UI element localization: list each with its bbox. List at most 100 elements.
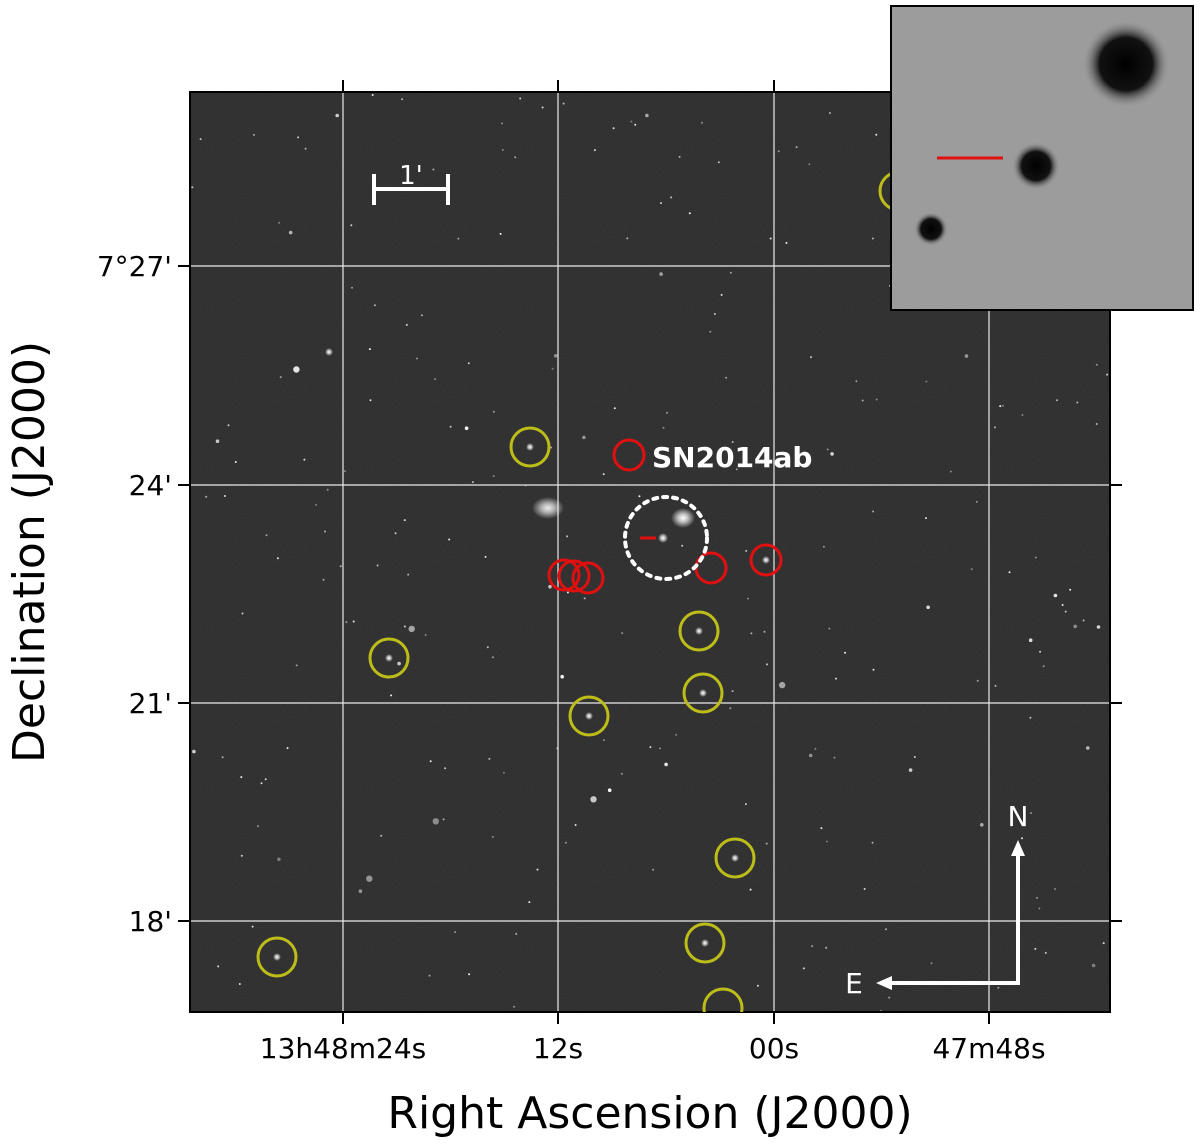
field-star	[820, 827, 823, 830]
field-star	[514, 156, 517, 159]
field-star	[191, 186, 194, 189]
field-star	[562, 102, 565, 105]
field-star	[913, 756, 916, 758]
field-star	[297, 136, 300, 139]
field-star	[745, 549, 748, 552]
yellow-circle	[678, 610, 720, 652]
field-star	[401, 98, 404, 101]
y-tick-label: 18'	[129, 905, 172, 938]
field-star	[241, 612, 244, 615]
field-star	[251, 925, 254, 928]
y-tick-label: 21'	[129, 687, 172, 720]
field-star	[670, 196, 673, 199]
field-star	[872, 668, 875, 671]
east-label: E	[845, 967, 863, 1000]
field-star	[352, 620, 355, 623]
bright-star	[273, 953, 281, 961]
field-star	[607, 788, 612, 792]
field-star	[1082, 619, 1085, 622]
field-star	[779, 681, 786, 689]
field-star	[681, 544, 684, 547]
field-star	[403, 625, 406, 628]
scale-bar-label: 1'	[399, 161, 423, 191]
y-tick-label: 24'	[129, 469, 172, 502]
y-tick-label: 7°27'	[97, 250, 172, 283]
scale-bar	[372, 174, 450, 205]
field-star	[808, 163, 811, 166]
zoom-inset	[890, 5, 1194, 311]
field-star	[855, 380, 858, 383]
field-star	[747, 597, 749, 600]
field-star	[583, 597, 586, 600]
field-star	[215, 439, 220, 444]
field-star	[376, 564, 379, 567]
field-star	[828, 627, 831, 630]
tick-marks	[178, 80, 1122, 1024]
field-star	[621, 632, 624, 635]
bright-star	[585, 712, 593, 720]
field-star	[499, 232, 502, 235]
field-star	[444, 767, 447, 770]
field-star	[1034, 947, 1037, 950]
field-star	[295, 664, 298, 667]
north-label: N	[1008, 800, 1029, 833]
field-star	[1069, 588, 1072, 591]
field-star	[1102, 942, 1105, 945]
field-star	[528, 901, 531, 904]
field-star	[471, 481, 474, 484]
field-star	[729, 707, 732, 710]
field-star	[825, 840, 828, 843]
yellow-circle	[682, 672, 724, 714]
field-star	[1095, 423, 1098, 425]
field-star	[448, 538, 451, 541]
field-star	[286, 747, 289, 750]
field-star	[638, 495, 641, 498]
field-star	[729, 271, 732, 274]
field-star	[304, 147, 307, 150]
field-star	[808, 753, 813, 758]
field-star	[994, 684, 997, 687]
field-star	[541, 106, 544, 109]
field-star	[257, 825, 259, 828]
field-star	[424, 634, 427, 636]
field-star	[351, 286, 353, 289]
field-star	[777, 150, 780, 153]
field-star	[428, 974, 431, 977]
field-star	[1021, 837, 1023, 840]
field-star	[277, 857, 281, 862]
field-star	[548, 584, 552, 589]
field-star	[613, 407, 616, 410]
field-star	[221, 756, 224, 759]
field-star	[744, 803, 747, 806]
field-star	[612, 127, 615, 130]
field-star	[397, 661, 401, 666]
field-star	[1061, 604, 1064, 606]
field-star	[688, 212, 691, 215]
field-star	[420, 314, 423, 317]
field-star	[662, 426, 665, 429]
field-star	[602, 739, 605, 742]
field-star	[240, 776, 243, 779]
x-tick-labels: 13h48m24s 12s 00s 47m48s	[260, 1032, 1046, 1065]
field-star	[1036, 896, 1038, 899]
field-star	[335, 113, 340, 118]
field-star	[999, 405, 1002, 408]
field-star	[491, 835, 494, 838]
field-star	[980, 823, 984, 827]
field-star	[217, 965, 220, 968]
field-star	[709, 330, 712, 333]
field-star	[432, 818, 439, 825]
field-star	[442, 818, 445, 821]
field-star	[1030, 812, 1032, 815]
yellow-circle	[684, 922, 726, 964]
field-star	[888, 996, 891, 999]
field-star	[630, 120, 633, 123]
field-star	[1086, 746, 1090, 750]
field-star	[1053, 593, 1058, 598]
bright-star	[701, 939, 709, 947]
field-star	[515, 932, 518, 935]
field-star	[908, 768, 913, 772]
plot-frame	[189, 91, 1111, 1013]
field-star	[1039, 650, 1042, 653]
field-star	[192, 749, 196, 754]
